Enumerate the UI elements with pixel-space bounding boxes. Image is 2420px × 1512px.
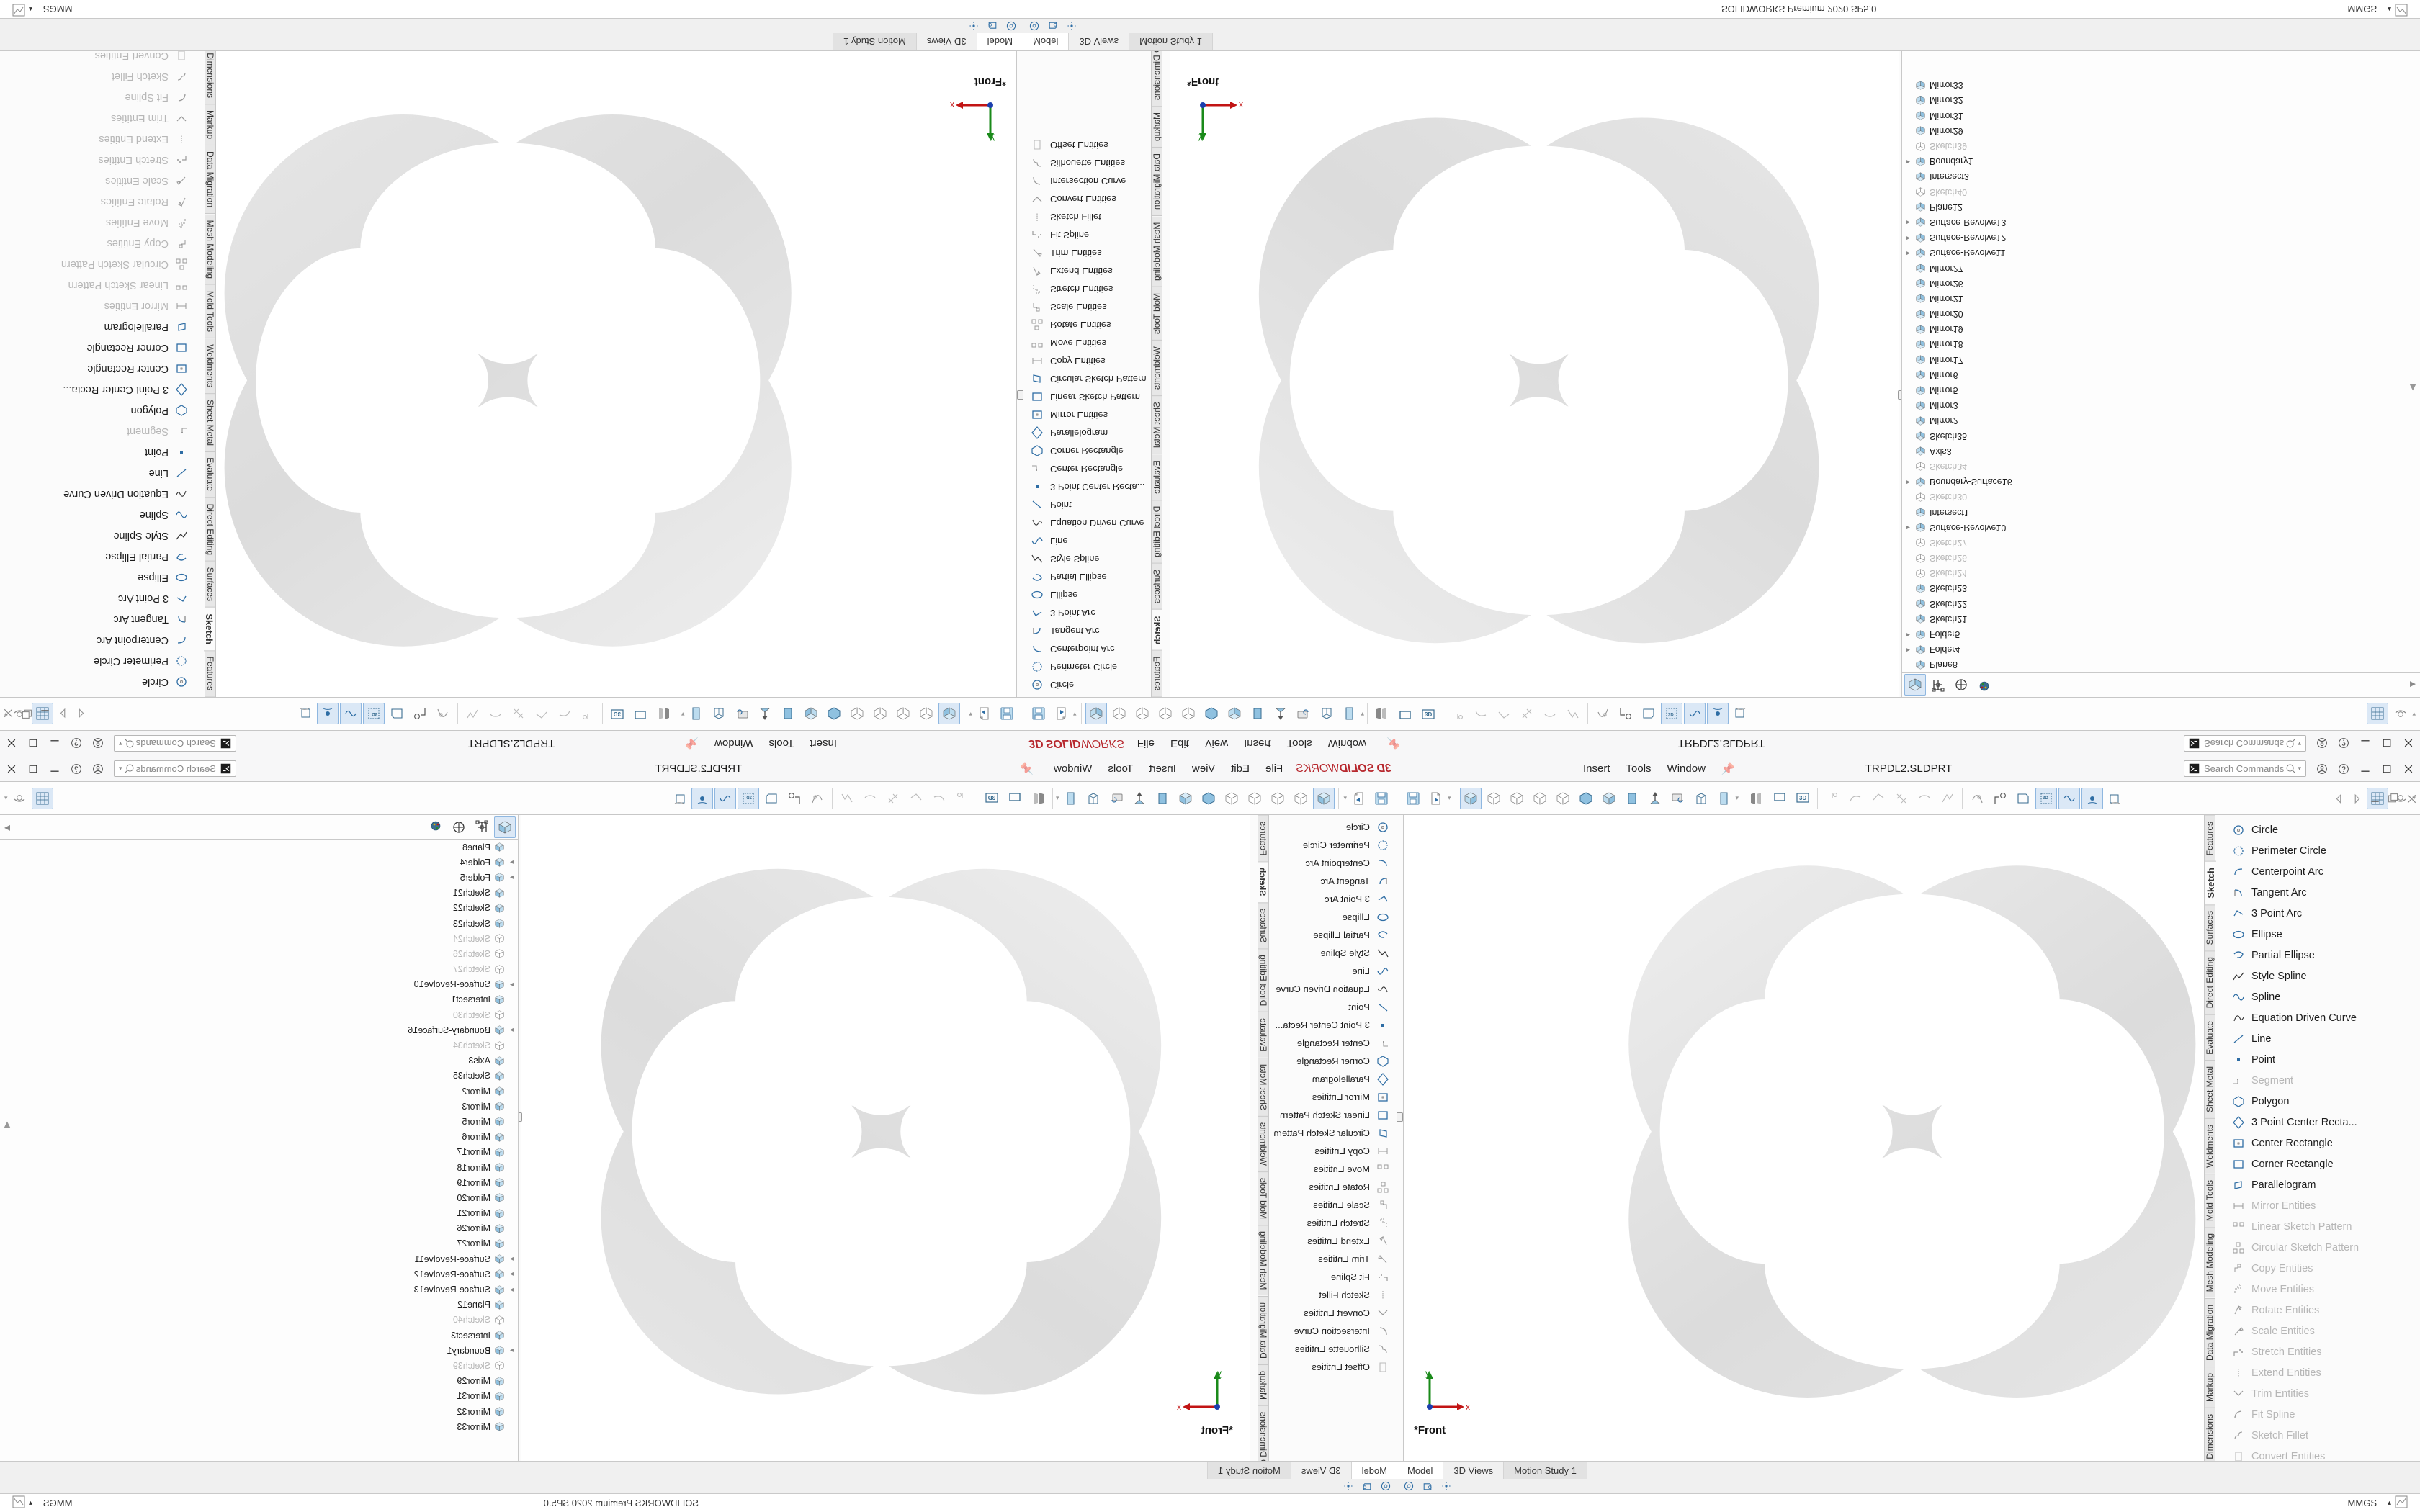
svg-text:3D: 3D: [746, 796, 752, 801]
svg-text:y: y: [1217, 1368, 1222, 1378]
svg-text:y: y: [1425, 1368, 1430, 1378]
svg-text:3D: 3D: [987, 795, 995, 801]
svg-text:y: y: [1198, 134, 1203, 144]
svg-text:x: x: [1177, 1402, 1181, 1412]
svg-text:3D: 3D: [372, 712, 377, 716]
svg-text:3D: 3D: [2043, 796, 2048, 801]
svg-text:3D: 3D: [1799, 795, 1806, 801]
svg-text:3D: 3D: [1425, 711, 1432, 718]
svg-text:x: x: [1466, 1402, 1470, 1412]
svg-text:x: x: [950, 100, 954, 110]
svg-text:3D: 3D: [613, 711, 620, 718]
svg-text:y: y: [990, 134, 995, 144]
svg-text:3D: 3D: [1668, 712, 1674, 716]
svg-text:x: x: [1239, 100, 1243, 110]
